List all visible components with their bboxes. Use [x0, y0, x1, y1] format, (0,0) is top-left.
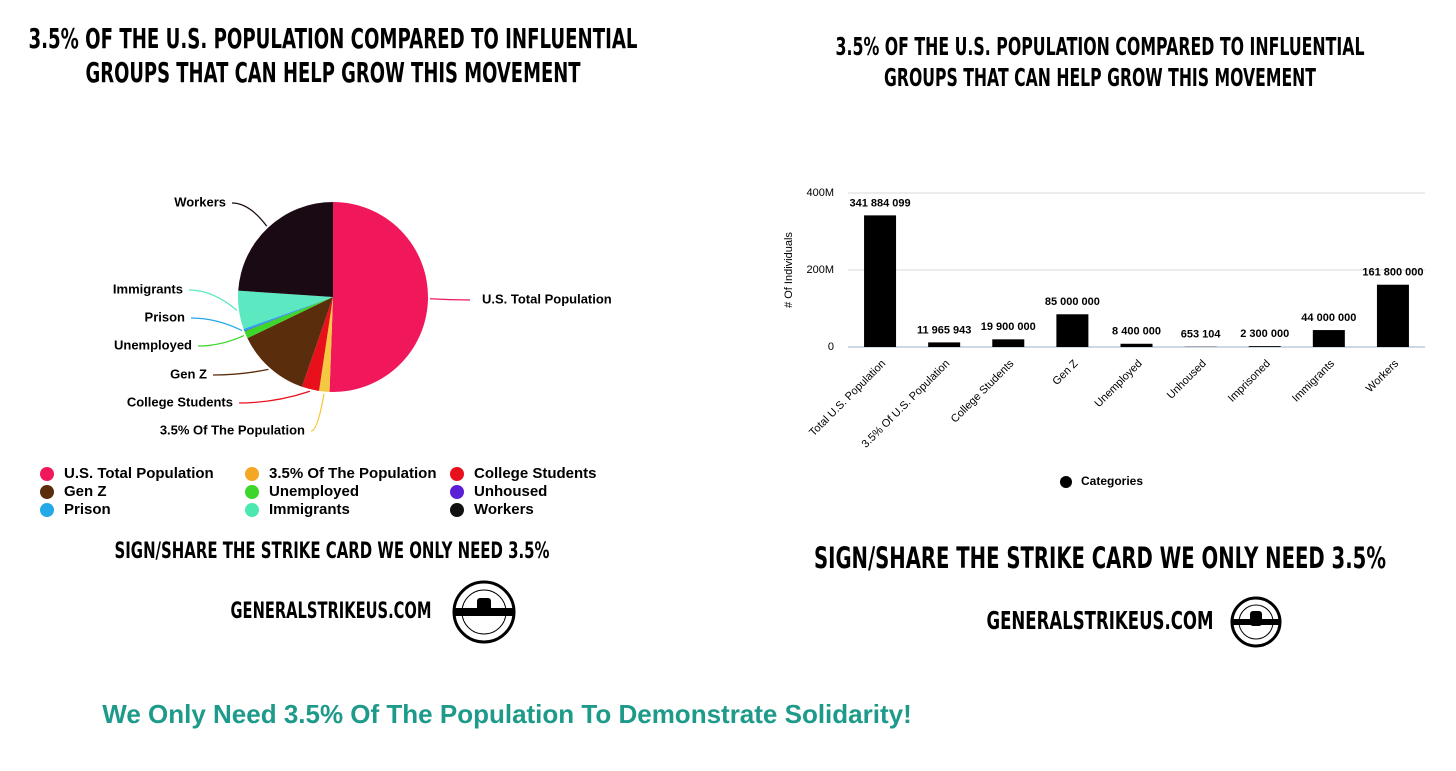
legend-label: Gen Z — [64, 483, 107, 500]
x-tick-label: Gen Z — [1050, 358, 1080, 388]
x-tick-label: Unhoused — [1165, 358, 1209, 402]
legend-marker — [245, 467, 259, 481]
legend-marker — [450, 485, 464, 499]
bar-title: 3.5% OF THE U.S. POPULATION COMPARED TO … — [836, 32, 1365, 61]
value-label: 2 300 000 — [1240, 328, 1289, 340]
y-axis-label: # Of Individuals — [783, 232, 795, 308]
value-label: 653 104 — [1181, 329, 1222, 341]
logo — [452, 580, 516, 644]
bar — [992, 339, 1025, 347]
x-tick-label: Imprisoned — [1226, 358, 1273, 405]
legend-label: Prison — [64, 501, 111, 518]
legend-label: Workers — [474, 501, 534, 518]
legend-label: Unhoused — [474, 483, 547, 500]
slice-label: Unemployed — [114, 337, 192, 352]
cta: SIGN/SHARE THE STRIKE CARD WE ONLY NEED … — [814, 541, 1386, 575]
y-tick-label: 400M — [806, 187, 834, 199]
legend-marker — [40, 503, 54, 517]
bar — [1376, 284, 1409, 347]
pie-slice — [319, 297, 333, 392]
leader-line — [429, 298, 471, 301]
bar — [1248, 346, 1281, 347]
cta: SIGN/SHARE THE STRIKE CARD WE ONLY NEED … — [115, 539, 550, 564]
legend-label: Categories — [1081, 474, 1143, 488]
legend-label: Immigrants — [269, 501, 350, 518]
value-label: 11 965 943 — [917, 324, 971, 336]
leader-line — [188, 289, 238, 311]
slice-label: 3.5% Of The Population — [160, 422, 305, 437]
leader-line — [190, 317, 243, 332]
pie-slice — [238, 290, 333, 329]
pie-slice — [244, 297, 333, 332]
value-label: 8 400 000 — [1112, 326, 1161, 338]
slice-label: Prison — [145, 309, 186, 324]
website[interactable]: GENERALSTRIKEUS.COM — [231, 599, 432, 624]
value-label: 85 000 000 — [1045, 296, 1100, 308]
slice-label: Immigrants — [113, 281, 183, 296]
legend-marker — [245, 503, 259, 517]
leader-line — [212, 368, 269, 376]
x-tick-label: Immigrants — [1290, 357, 1337, 404]
y-tick-label: 0 — [828, 341, 834, 353]
pie-title: GROUPS THAT CAN HELP GROW THIS MOVEMENT — [86, 56, 581, 89]
legend-label: U.S. Total Population — [64, 465, 214, 482]
slice-label: Workers — [174, 194, 226, 209]
leader-line — [310, 393, 325, 432]
legend-marker — [450, 503, 464, 517]
bar — [928, 342, 961, 347]
legend-label: Unemployed — [269, 483, 359, 500]
pie-slice — [243, 297, 333, 331]
pie-slice — [329, 202, 428, 392]
website[interactable]: GENERALSTRIKEUS.COM — [987, 606, 1214, 635]
value-label: 341 884 099 — [849, 197, 910, 209]
value-label: 19 900 000 — [981, 321, 1036, 333]
pie-title: 3.5% OF THE U.S. POPULATION COMPARED TO … — [29, 22, 638, 55]
leader-line — [197, 334, 245, 347]
legend-marker — [1060, 476, 1072, 488]
y-tick-label: 200M — [806, 264, 834, 276]
bar-title: GROUPS THAT CAN HELP GROW THIS MOVEMENT — [884, 63, 1316, 92]
legend-marker — [245, 485, 259, 499]
legend-marker — [450, 467, 464, 481]
legend-label: College Students — [474, 465, 597, 482]
legend-marker — [40, 485, 54, 499]
legend-label: 3.5% Of The Population — [269, 465, 437, 482]
slice-label: Gen Z — [170, 366, 207, 381]
slice-label: U.S. Total Population — [482, 291, 612, 306]
leader-line — [238, 390, 311, 404]
bar — [864, 215, 897, 347]
pie-slice — [301, 297, 333, 391]
x-tick-label: College Students — [949, 357, 1017, 425]
pie-slice — [247, 297, 333, 387]
x-tick-label: Unemployed — [1093, 358, 1145, 410]
caption: We Only Need 3.5% Of The Population To D… — [102, 699, 912, 729]
bar — [1312, 330, 1345, 347]
bar — [1120, 343, 1153, 347]
leader-line — [231, 202, 268, 227]
pie-slice — [238, 201, 333, 297]
pie-slice — [244, 297, 333, 339]
slice-label: College Students — [127, 394, 233, 409]
value-label: 44 000 000 — [1301, 312, 1356, 324]
legend-marker — [40, 467, 54, 481]
x-tick-label: Workers — [1364, 357, 1402, 395]
logo — [1230, 596, 1282, 648]
value-label: 161 800 000 — [1362, 267, 1423, 279]
bar — [1056, 314, 1089, 347]
